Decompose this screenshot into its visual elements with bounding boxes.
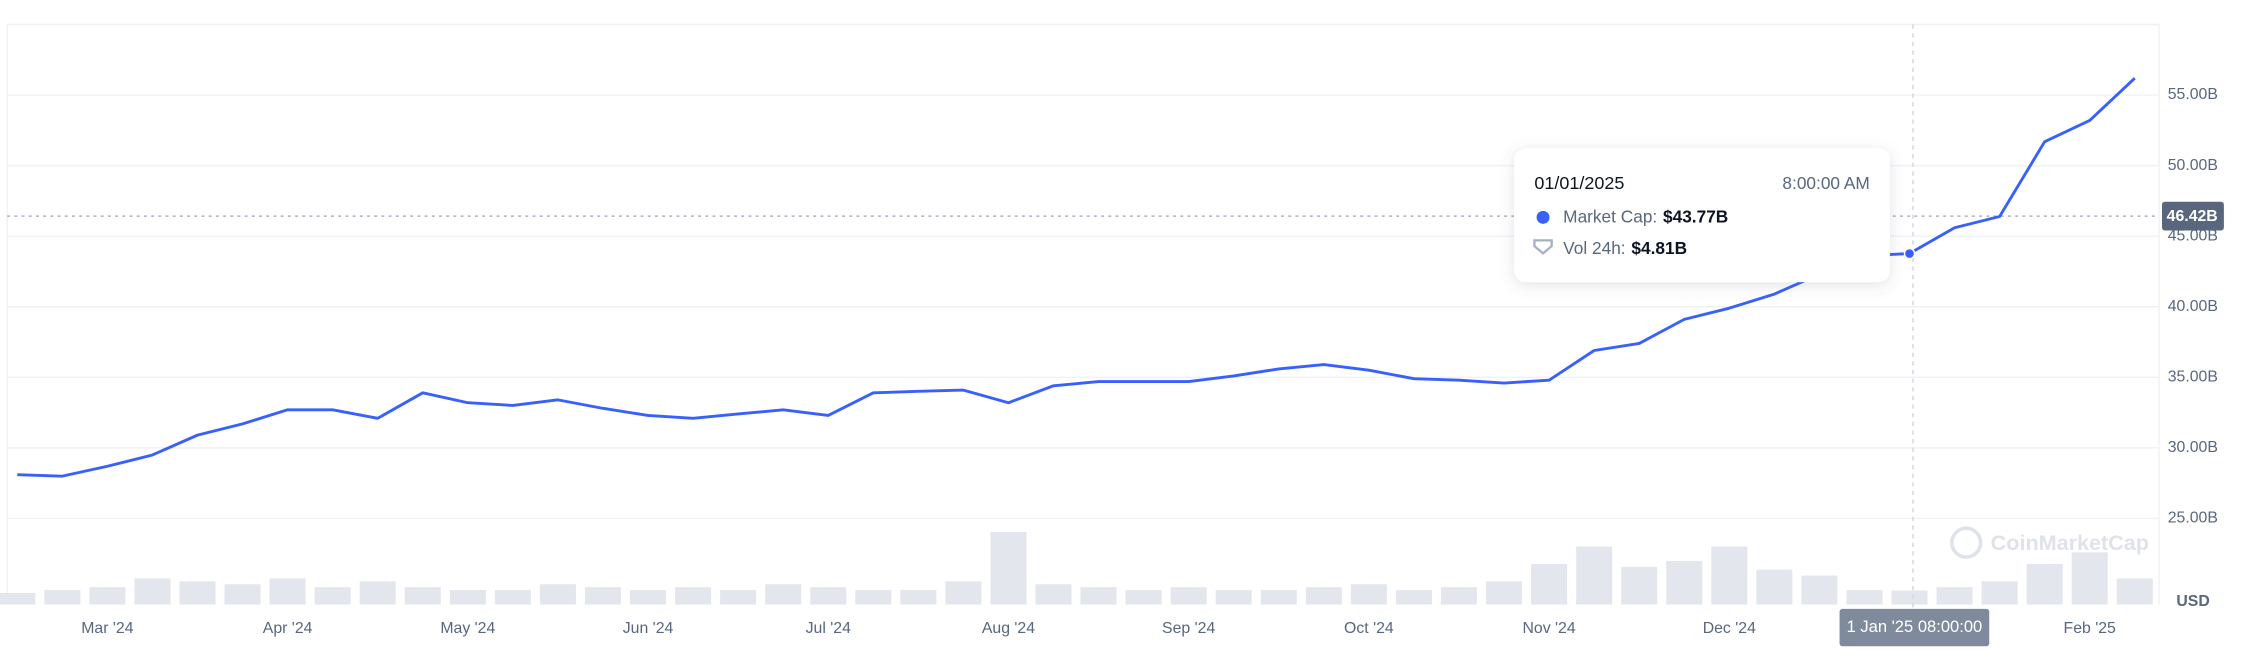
tooltip-date: 01/01/2025	[1534, 173, 1624, 193]
tooltip-box	[1514, 148, 1890, 283]
tooltip-marker	[1536, 210, 1550, 224]
x-tick-label: Nov '24	[1522, 620, 1575, 637]
tooltip-time: 8:00:00 AM	[1782, 173, 1869, 193]
x-tick-label: May '24	[440, 620, 495, 637]
watermark-text: CoinMarketCap	[1991, 530, 2149, 555]
volume-bar	[1486, 581, 1523, 605]
volume-bar	[1981, 581, 2018, 605]
crosshair-label: 1 Jan '25 08:00:00	[1839, 608, 1990, 647]
volume-bar	[675, 587, 712, 605]
volume-bar	[1440, 587, 1478, 605]
volume-bar	[945, 581, 982, 605]
unit-label: USD	[2176, 593, 2209, 610]
x-tick-label: Feb '25	[2064, 620, 2116, 637]
y-tick-label: 45.00B	[2168, 227, 2218, 244]
volume-bars	[0, 532, 2153, 605]
y-tick-label: 25.00B	[2168, 510, 2218, 527]
volume-bar	[314, 587, 351, 605]
axes: 25.00B 30.00B 35.00B 40.00B 45.00B 50.00B 55.0…	[81, 86, 2218, 637]
tooltip-value: $4.81B	[1631, 238, 1687, 258]
volume-bar	[900, 590, 937, 605]
y-tick-label: 30.00B	[2168, 439, 2218, 456]
volume-bar	[810, 587, 847, 605]
tooltip-value: $43.77B	[1663, 206, 1728, 226]
crosshair-label-box	[1839, 608, 1990, 647]
line-layer	[17, 77, 2136, 478]
y-tick-label: 40.00B	[2168, 298, 2218, 315]
x-tick-label: Apr '24	[263, 620, 313, 637]
tooltip-key: Vol 24h:	[1563, 238, 1625, 258]
volume-bar	[1350, 584, 1387, 605]
volume-bar	[1215, 590, 1252, 605]
volume-bar	[404, 587, 441, 605]
x-tick-label: Dec '24	[1703, 620, 1756, 637]
volume-bar	[584, 587, 621, 605]
volume-bar	[134, 578, 171, 605]
x-tick-label: Aug '24	[982, 620, 1035, 637]
x-tick-label: Mar '24	[81, 620, 133, 637]
volume-bar	[359, 581, 396, 605]
volume-bar	[1531, 563, 1568, 605]
market-cap-line	[17, 77, 2136, 478]
volume-bar	[89, 587, 126, 605]
volume-bar	[1936, 587, 1973, 605]
volume-bar	[1576, 546, 1613, 605]
x-tick-label: Jun '24	[623, 620, 674, 637]
volume-bar	[179, 581, 216, 605]
tooltip: 01/01/2025 8:00:00 AM Market Cap: $43.77B…	[1514, 148, 1890, 283]
y-tick-label: 50.00B	[2168, 157, 2218, 174]
volume-bar	[44, 590, 81, 605]
tooltip-key: Market Cap:	[1563, 206, 1657, 226]
volume-bar	[1125, 590, 1162, 605]
volume-bar	[1035, 584, 1072, 605]
y-tick-label: 35.00B	[2168, 369, 2218, 386]
volume-bar	[2071, 552, 2108, 605]
volume-bar	[855, 590, 892, 605]
volume-bar	[539, 584, 576, 605]
volume-bar	[269, 578, 306, 605]
volume-bar	[224, 584, 261, 605]
tooltip-row: Market Cap: $43.77B	[1563, 206, 1728, 226]
volume-bar	[1801, 575, 1838, 605]
volume-bar	[2116, 578, 2153, 605]
grid	[7, 94, 2160, 520]
volume-bar	[630, 590, 667, 605]
volume-bar	[1305, 587, 1342, 605]
volume-bar	[720, 590, 757, 605]
volume-bar	[1170, 587, 1207, 605]
volume-bar	[449, 590, 486, 605]
y-tick-label: 55.00B	[2168, 86, 2218, 103]
volume-bar	[990, 532, 1027, 605]
volume-bar	[1711, 546, 1748, 605]
last-price-box	[2161, 201, 2224, 231]
volume-bar	[1891, 590, 1928, 605]
crosshair-label-text: 1 Jan '25 08:00:00	[1847, 617, 1983, 636]
tooltip-volume-icon	[1533, 239, 1553, 255]
last-price-label: 46.42B	[2161, 201, 2224, 231]
hover-point	[1903, 247, 1916, 260]
volume-bar	[765, 584, 802, 605]
x-tick-label: Jul '24	[806, 620, 851, 637]
volume-bar	[1666, 561, 1703, 605]
x-tick-label: Oct '24	[1344, 620, 1394, 637]
last-price-text: 46.42B	[2167, 208, 2218, 225]
volume-bar	[494, 590, 531, 605]
watermark: CoinMarketCap	[1950, 526, 2149, 559]
volume-bar	[1756, 569, 1793, 605]
volume-bar	[1260, 590, 1297, 605]
x-tick-label: Sep '24	[1162, 620, 1215, 637]
volume-bar	[0, 592, 36, 605]
volume-bar	[1080, 587, 1117, 605]
volume-bar	[1621, 566, 1658, 605]
volume-bar	[1395, 590, 1432, 605]
volume-bar	[2026, 563, 2063, 605]
volume-bar	[1846, 590, 1883, 605]
tooltip-row: Vol 24h: $4.81B	[1563, 238, 1687, 258]
